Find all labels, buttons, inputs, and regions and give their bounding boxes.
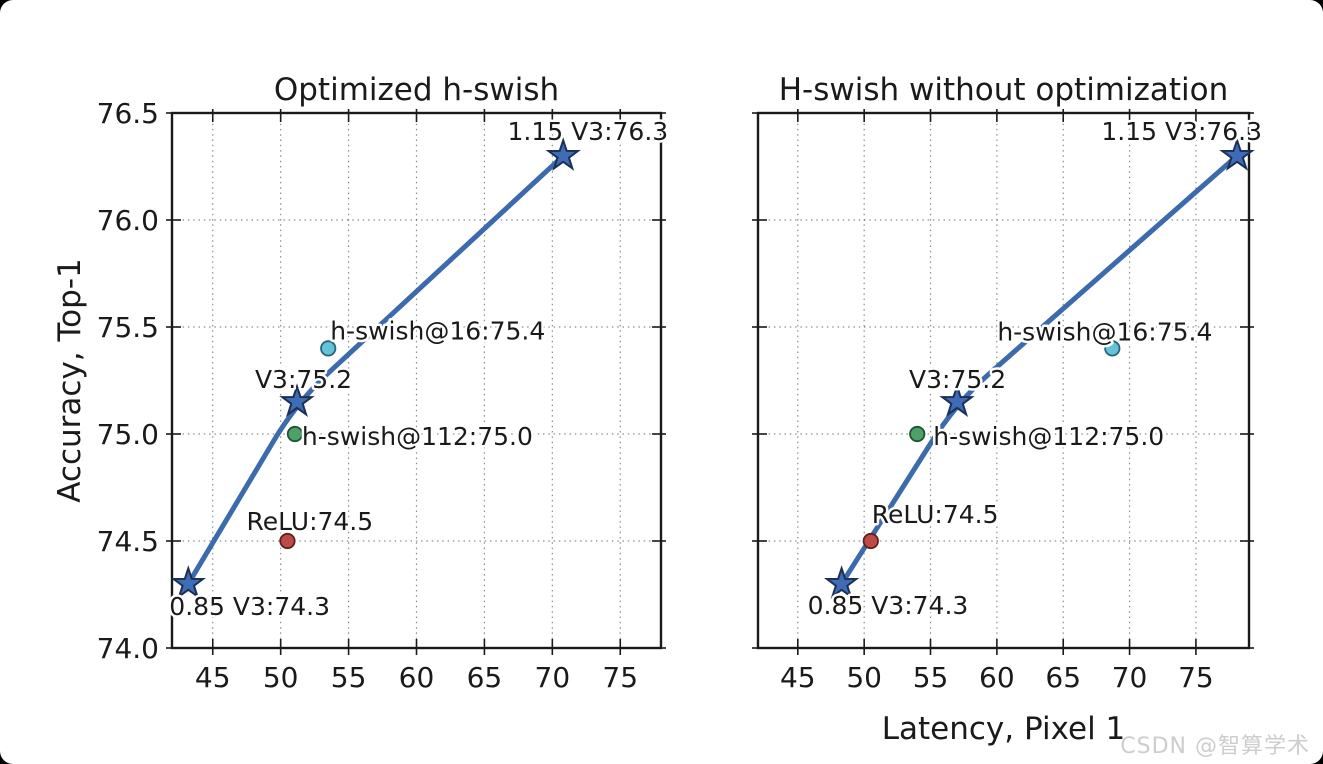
point-label: ReLU:74.5 bbox=[246, 507, 373, 536]
x-tick-label: 50 bbox=[846, 661, 882, 694]
y-tick-label: 75.0 bbox=[97, 418, 159, 451]
point-label: 1.15 V3:76.3 bbox=[507, 117, 668, 146]
left-chart: 45 50 55 60 65 70 75 74.0 74.5 75.0 75.5 76.0 76.5 Op… bbox=[52, 72, 671, 694]
x-tick-label: 50 bbox=[263, 661, 299, 694]
star-marker bbox=[939, 383, 975, 417]
y-tick-label: 74.0 bbox=[97, 632, 159, 665]
star-marker bbox=[823, 565, 860, 599]
y-tick-label: 76.0 bbox=[97, 204, 159, 237]
star-marker bbox=[1219, 137, 1255, 171]
point-label: 0.85 V3:74.3 bbox=[808, 591, 969, 620]
right-chart: 45 50 55 60 65 70 75 H-swish without optimizati… bbox=[752, 72, 1265, 747]
point-label: h-swish@16:75.4 bbox=[330, 316, 545, 345]
x-tick-label: 45 bbox=[195, 661, 231, 694]
scatter-point bbox=[909, 425, 926, 443]
x-tick-label: 75 bbox=[1178, 661, 1214, 694]
x-tick-label: 70 bbox=[535, 661, 571, 694]
scatter-point bbox=[862, 532, 879, 550]
point-label: 1.15 V3:76.3 bbox=[1101, 117, 1262, 146]
y-tick-label: 74.5 bbox=[97, 525, 159, 558]
plot-spines bbox=[756, 111, 1251, 650]
x-tick-label: 65 bbox=[1045, 661, 1081, 694]
x-tick-label: 55 bbox=[913, 661, 949, 694]
scatter-point bbox=[1104, 340, 1121, 357]
star-marker bbox=[545, 137, 581, 171]
x-tick-label: 60 bbox=[979, 661, 1015, 694]
scatter-point bbox=[320, 340, 337, 357]
y-tick-label: 76.5 bbox=[97, 97, 159, 130]
point-label: h-swish@112:75.0 bbox=[933, 422, 1164, 451]
point-label: V3:75.2 bbox=[909, 365, 1006, 394]
x-tick-label: 65 bbox=[467, 661, 503, 694]
x-tick-label: 45 bbox=[780, 661, 816, 694]
x-tick-label: 70 bbox=[1112, 661, 1148, 694]
watermark: CSDN @智算学术 bbox=[1120, 734, 1310, 759]
star-marker bbox=[170, 565, 206, 599]
x-tick-label: 55 bbox=[331, 661, 367, 694]
scatter-point bbox=[286, 425, 304, 443]
point-label: 0.85 V3:74.3 bbox=[169, 592, 330, 621]
point-label: ReLU:74.5 bbox=[872, 500, 999, 529]
point-label: V3:75.2 bbox=[255, 365, 352, 394]
x-axis-label: Latency, Pixel 1 bbox=[882, 711, 1126, 747]
point-label: h-swish@112:75.0 bbox=[302, 422, 533, 451]
x-tick-label: 60 bbox=[399, 661, 435, 694]
chart-title: Optimized h-swish bbox=[274, 72, 559, 108]
chart-title: H-swish without optimization bbox=[779, 72, 1229, 108]
y-tick-label: 75.5 bbox=[97, 311, 159, 344]
point-label: h-swish@16:75.4 bbox=[997, 317, 1212, 346]
y-axis-label: Accuracy, Top-1 bbox=[52, 258, 88, 502]
scatter-point bbox=[279, 532, 296, 550]
star-marker bbox=[279, 383, 315, 417]
x-tick-label: 75 bbox=[602, 661, 638, 694]
